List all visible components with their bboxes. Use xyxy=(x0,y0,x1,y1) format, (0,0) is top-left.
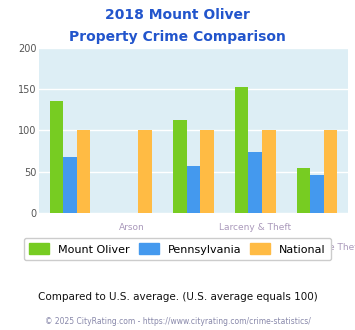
Bar xyxy=(200,130,214,213)
Text: Burglary: Burglary xyxy=(174,243,213,251)
Bar xyxy=(235,87,248,213)
Bar xyxy=(248,152,262,213)
Bar xyxy=(173,120,187,213)
Bar xyxy=(77,130,90,213)
Text: Compared to U.S. average. (U.S. average equals 100): Compared to U.S. average. (U.S. average … xyxy=(38,292,317,302)
Bar xyxy=(187,166,200,213)
Text: All Property Crime: All Property Crime xyxy=(29,243,111,251)
Text: © 2025 CityRating.com - https://www.cityrating.com/crime-statistics/: © 2025 CityRating.com - https://www.city… xyxy=(45,317,310,326)
Text: Property Crime Comparison: Property Crime Comparison xyxy=(69,30,286,44)
Bar xyxy=(297,168,310,213)
Bar xyxy=(138,130,152,213)
Text: Larceny & Theft: Larceny & Theft xyxy=(219,223,291,232)
Text: Motor Vehicle Theft: Motor Vehicle Theft xyxy=(273,243,355,251)
Bar xyxy=(310,175,324,213)
Bar xyxy=(63,157,77,213)
Legend: Mount Oliver, Pennsylvania, National: Mount Oliver, Pennsylvania, National xyxy=(24,238,331,260)
Text: Arson: Arson xyxy=(119,223,144,232)
Text: 2018 Mount Oliver: 2018 Mount Oliver xyxy=(105,8,250,22)
Bar xyxy=(324,130,337,213)
Bar xyxy=(262,130,275,213)
Bar xyxy=(50,102,63,213)
